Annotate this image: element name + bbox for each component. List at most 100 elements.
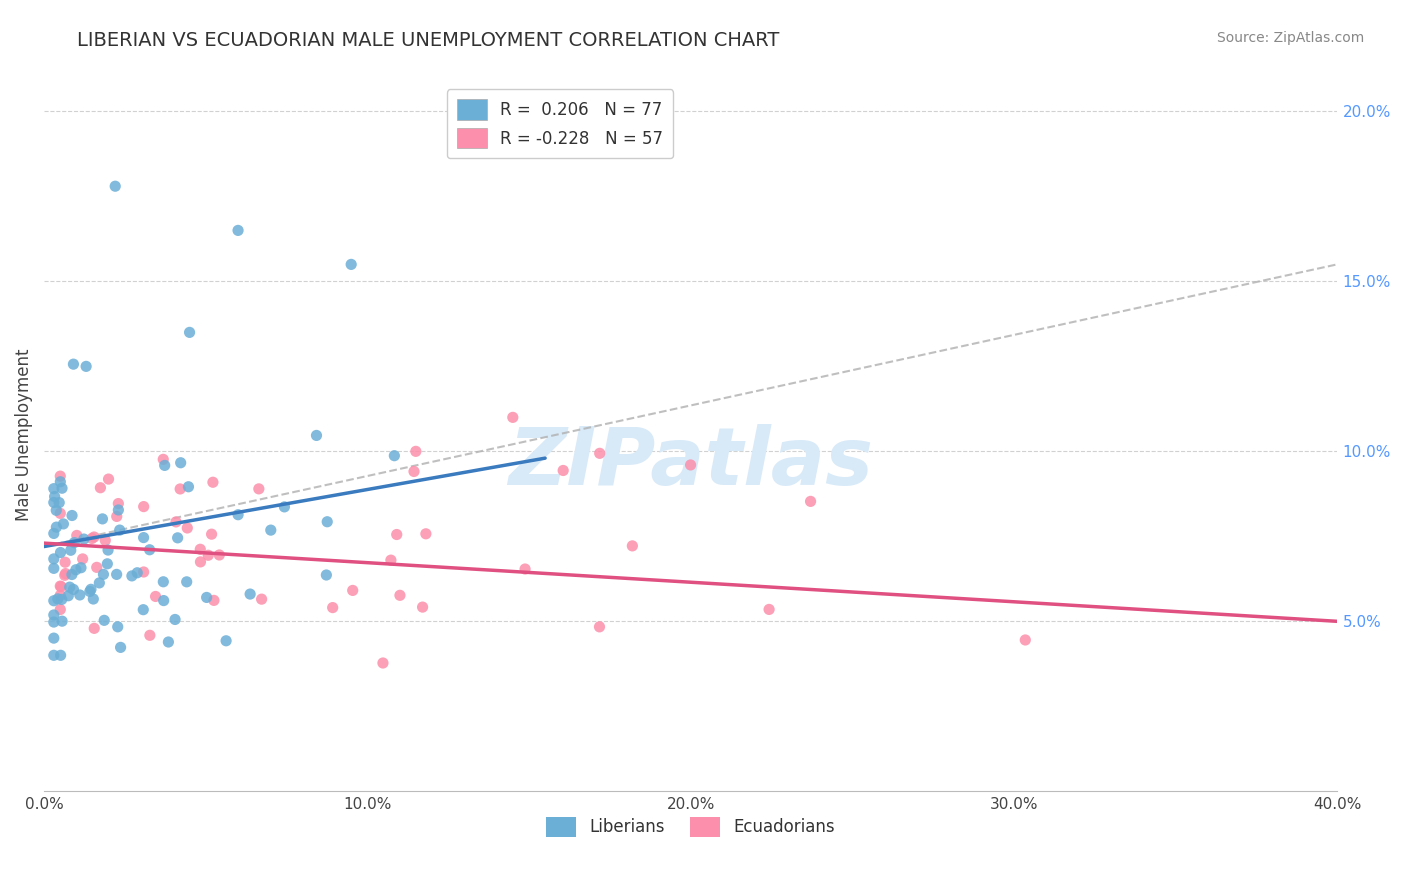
Point <box>59 543 82 558</box>
Point <box>49 580 72 594</box>
Point <box>83 621 105 635</box>
Point <box>51 481 73 495</box>
Point <box>53 568 76 582</box>
Point <box>60 567 83 582</box>
Point <box>315 568 337 582</box>
Point <box>316 515 339 529</box>
Point <box>405 444 427 458</box>
Point <box>176 574 198 589</box>
Point <box>412 600 434 615</box>
Point <box>42 615 65 629</box>
Point <box>273 500 295 514</box>
Point <box>107 503 129 517</box>
Point <box>42 631 65 645</box>
Point <box>44 490 66 504</box>
Point <box>589 446 612 460</box>
Point <box>107 620 129 634</box>
Point <box>226 223 249 237</box>
Point <box>51 614 73 628</box>
Point <box>758 602 780 616</box>
Point <box>94 533 117 548</box>
Point <box>1014 632 1036 647</box>
Point <box>380 553 402 567</box>
Point <box>138 542 160 557</box>
Point <box>177 480 200 494</box>
Point <box>66 528 89 542</box>
Point <box>49 648 72 663</box>
Point <box>132 531 155 545</box>
Point <box>176 521 198 535</box>
Point <box>107 497 129 511</box>
Point <box>247 482 270 496</box>
Point <box>79 584 101 599</box>
Point <box>260 523 283 537</box>
Point <box>42 495 65 509</box>
Point <box>152 452 174 467</box>
Point <box>52 516 75 531</box>
Point <box>49 475 72 489</box>
Point <box>73 532 96 546</box>
Point <box>215 633 238 648</box>
Point <box>502 410 524 425</box>
Point <box>201 475 224 490</box>
Point <box>49 579 72 593</box>
Point <box>139 628 162 642</box>
Point <box>70 560 93 574</box>
Point <box>190 555 212 569</box>
Point <box>153 458 176 473</box>
Point <box>49 602 72 616</box>
Point <box>195 591 218 605</box>
Point <box>49 588 72 602</box>
Point <box>105 509 128 524</box>
Point <box>197 548 219 562</box>
Point <box>132 500 155 514</box>
Point <box>72 552 94 566</box>
Point <box>59 580 82 594</box>
Point <box>250 592 273 607</box>
Point <box>108 523 131 537</box>
Point <box>152 593 174 607</box>
Point <box>42 561 65 575</box>
Point <box>49 545 72 559</box>
Point <box>105 567 128 582</box>
Point <box>69 588 91 602</box>
Point <box>97 472 120 486</box>
Y-axis label: Male Unemployment: Male Unemployment <box>15 348 32 521</box>
Point <box>127 566 149 580</box>
Point <box>152 574 174 589</box>
Point <box>202 593 225 607</box>
Point <box>62 357 84 371</box>
Point <box>46 591 69 606</box>
Point <box>402 465 425 479</box>
Point <box>60 508 83 523</box>
Point <box>42 607 65 622</box>
Point <box>49 469 72 483</box>
Point <box>553 463 575 477</box>
Point <box>226 508 249 522</box>
Point <box>800 494 823 508</box>
Point <box>121 569 143 583</box>
Point <box>588 620 610 634</box>
Point <box>82 592 104 607</box>
Point <box>96 557 118 571</box>
Point <box>62 582 84 597</box>
Point <box>65 563 87 577</box>
Point <box>45 520 67 534</box>
Point <box>49 507 72 521</box>
Point <box>239 587 262 601</box>
Point <box>415 526 437 541</box>
Point <box>83 530 105 544</box>
Point <box>80 582 103 597</box>
Text: Source: ZipAtlas.com: Source: ZipAtlas.com <box>1216 31 1364 45</box>
Point <box>55 566 77 581</box>
Point <box>42 552 65 566</box>
Point <box>382 449 405 463</box>
Point <box>91 512 114 526</box>
Point <box>93 567 115 582</box>
Point <box>513 562 536 576</box>
Point <box>388 588 411 602</box>
Point <box>621 539 644 553</box>
Point <box>200 527 222 541</box>
Point <box>53 555 76 569</box>
Point <box>42 482 65 496</box>
